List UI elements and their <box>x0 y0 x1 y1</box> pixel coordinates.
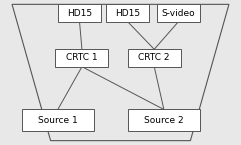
Text: S-video: S-video <box>161 9 195 18</box>
FancyBboxPatch shape <box>55 49 108 67</box>
FancyBboxPatch shape <box>128 109 200 131</box>
FancyBboxPatch shape <box>106 4 149 22</box>
Text: HD15: HD15 <box>115 9 140 18</box>
FancyBboxPatch shape <box>128 49 181 67</box>
FancyBboxPatch shape <box>22 109 94 131</box>
Text: HD15: HD15 <box>67 9 92 18</box>
Text: Source 2: Source 2 <box>144 116 184 125</box>
FancyBboxPatch shape <box>58 4 101 22</box>
FancyBboxPatch shape <box>157 4 200 22</box>
Text: Source 1: Source 1 <box>38 116 78 125</box>
Text: CRTC 2: CRTC 2 <box>139 54 170 62</box>
Text: CRTC 1: CRTC 1 <box>66 54 98 62</box>
